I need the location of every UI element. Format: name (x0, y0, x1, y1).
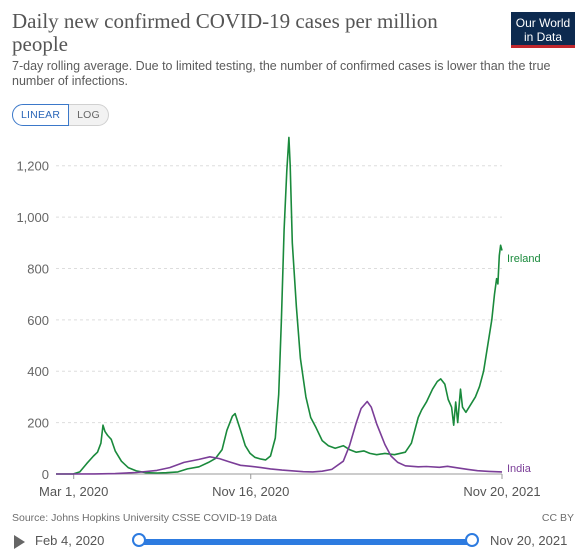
timeline-end-label: Nov 20, 2021 (490, 533, 568, 548)
legend-layer: Ireland India (507, 253, 541, 475)
owid-logo[interactable]: Our World in Data (511, 12, 575, 48)
series-line-ireland[interactable] (56, 136, 503, 475)
axis-layer: 0 200 400 600 800 1,000 1,200 Mar 1, 2020 Nov 16… (16, 159, 540, 499)
timeline-track[interactable] (139, 539, 473, 545)
timeline-end-handle[interactable] (465, 533, 479, 547)
source-note[interactable]: Source: Johns Hopkins University CSSE CO… (12, 512, 277, 524)
linear-scale-button[interactable]: LINEAR (12, 104, 70, 126)
y-tick-label: 1,000 (16, 210, 49, 225)
series-layer (55, 136, 503, 475)
log-scale-button[interactable]: LOG (69, 104, 109, 126)
line-chart: 0 200 400 600 800 1,000 1,200 Mar 1, 2020 Nov 16… (16, 136, 541, 499)
series-line-india[interactable] (55, 400, 503, 475)
y-tick-label: 400 (27, 364, 49, 379)
license-link[interactable]: CC BY (541, 512, 574, 524)
play-icon[interactable] (14, 535, 25, 549)
legend-label-ireland[interactable]: Ireland (507, 253, 541, 265)
x-tick-label: Nov 16, 2020 (212, 484, 289, 499)
y-tick-label: 600 (27, 313, 49, 328)
legend-label-india[interactable]: India (507, 463, 532, 475)
y-tick-label: 200 (27, 416, 49, 431)
scale-toggle: LINEAR LOG (12, 104, 109, 126)
x-tick-label: Mar 1, 2020 (39, 484, 108, 499)
logo-accent-bar (511, 45, 575, 48)
timeline-start-handle[interactable] (132, 533, 146, 547)
chart-title: Daily new confirmed COVID-19 cases per m… (12, 9, 438, 56)
logo-line-1: Our World (515, 16, 571, 30)
y-tick-label: 800 (27, 261, 49, 276)
timeline: Feb 4, 2020 Nov 20, 2021 (0, 528, 588, 554)
y-tick-label: 0 (42, 467, 49, 482)
chart-subtitle: 7-day rolling average. Due to limited te… (12, 59, 551, 88)
y-tick-label: 1,200 (16, 159, 49, 174)
x-tick-label: Nov 20, 2021 (463, 484, 540, 499)
logo-line-2: in Data (523, 30, 563, 44)
timeline-start-label: Feb 4, 2020 (35, 533, 105, 548)
